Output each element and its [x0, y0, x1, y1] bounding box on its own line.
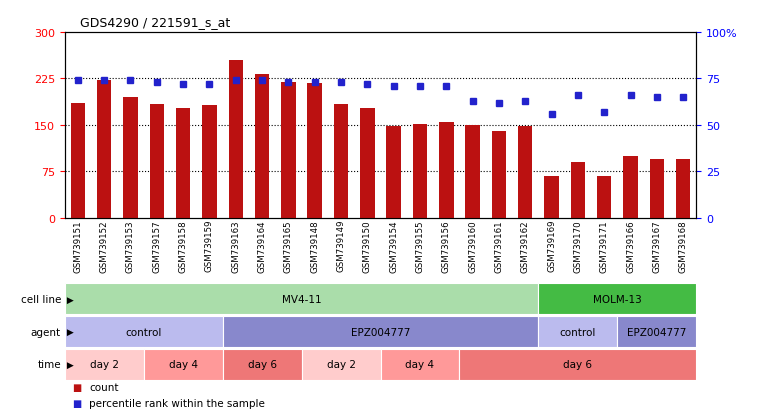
Bar: [97, 81, 111, 218]
Bar: [518, 127, 533, 218]
Text: control: control: [559, 327, 596, 337]
Bar: [617, 316, 696, 347]
Bar: [387, 127, 401, 218]
Bar: [623, 157, 638, 218]
Text: count: count: [89, 382, 119, 392]
Bar: [65, 284, 539, 315]
Text: percentile rank within the sample: percentile rank within the sample: [89, 398, 265, 408]
Text: ■: ■: [72, 398, 81, 408]
Bar: [334, 105, 349, 218]
Bar: [228, 61, 243, 218]
Bar: [176, 109, 190, 218]
Bar: [65, 316, 223, 347]
Bar: [380, 349, 460, 380]
Text: control: control: [126, 327, 162, 337]
Text: ▶: ▶: [64, 328, 74, 336]
Text: MOLM-13: MOLM-13: [593, 294, 642, 304]
Bar: [255, 75, 269, 218]
Text: GDS4290 / 221591_s_at: GDS4290 / 221591_s_at: [80, 16, 230, 29]
Bar: [150, 105, 164, 218]
Bar: [439, 123, 454, 218]
Bar: [301, 349, 380, 380]
Text: ■: ■: [72, 382, 81, 392]
Bar: [412, 124, 427, 218]
Bar: [539, 316, 617, 347]
Bar: [65, 349, 144, 380]
Text: MV4-11: MV4-11: [282, 294, 321, 304]
Text: agent: agent: [30, 327, 61, 337]
Bar: [597, 176, 611, 218]
Bar: [466, 126, 480, 218]
Bar: [544, 176, 559, 218]
Bar: [460, 349, 696, 380]
Bar: [492, 132, 506, 218]
Text: EPZ004777: EPZ004777: [627, 327, 686, 337]
Bar: [571, 163, 585, 218]
Text: day 2: day 2: [90, 359, 119, 370]
Bar: [281, 82, 295, 218]
Bar: [676, 159, 690, 218]
Text: day 6: day 6: [563, 359, 592, 370]
Bar: [123, 98, 138, 218]
Bar: [539, 284, 696, 315]
Text: cell line: cell line: [21, 294, 61, 304]
Bar: [650, 159, 664, 218]
Text: ▶: ▶: [64, 295, 74, 304]
Text: ▶: ▶: [64, 360, 74, 369]
Bar: [144, 349, 223, 380]
Text: time: time: [37, 359, 61, 370]
Text: day 2: day 2: [326, 359, 355, 370]
Text: day 4: day 4: [169, 359, 198, 370]
Bar: [202, 106, 217, 218]
Bar: [360, 108, 374, 218]
Text: day 6: day 6: [247, 359, 276, 370]
Text: EPZ004777: EPZ004777: [351, 327, 410, 337]
Text: day 4: day 4: [406, 359, 435, 370]
Bar: [223, 316, 539, 347]
Bar: [223, 349, 301, 380]
Bar: [71, 104, 85, 218]
Bar: [307, 83, 322, 218]
